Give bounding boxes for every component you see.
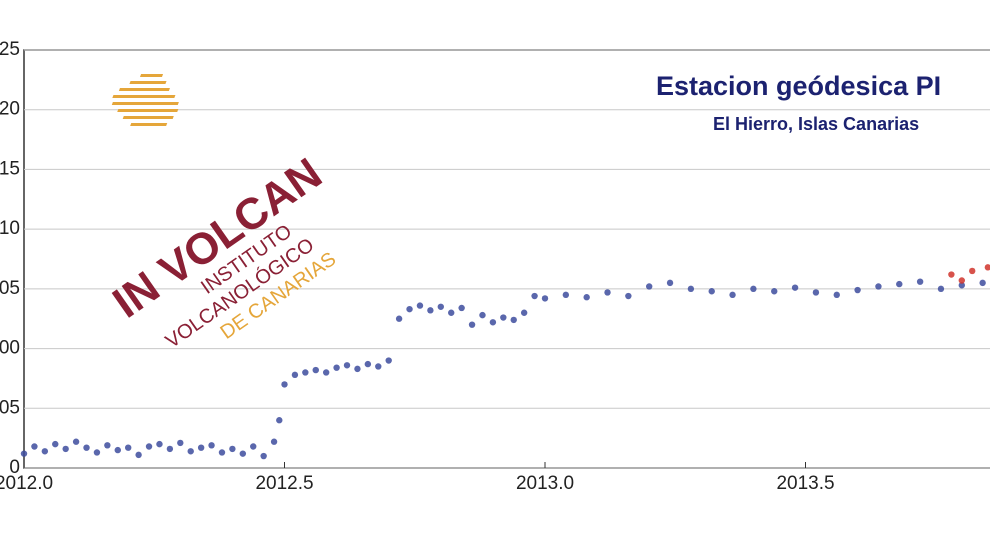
data-point: [541, 295, 549, 302]
data-point: [125, 444, 132, 451]
data-point: [437, 303, 444, 310]
data-point: [958, 277, 965, 284]
chart-title: Estacion geódesica PI: [656, 71, 941, 101]
data-point: [375, 363, 382, 370]
data-point: [666, 279, 674, 287]
y-tick-label: 00: [0, 338, 20, 359]
data-point: [93, 449, 101, 456]
data-point: [343, 362, 351, 369]
data-point: [427, 307, 434, 314]
data-point: [291, 371, 299, 379]
y-tick-label: 15: [0, 158, 20, 179]
data-point: [270, 438, 278, 445]
y-tick-label: 25: [0, 39, 20, 60]
data-point: [448, 309, 455, 316]
data-point: [854, 286, 861, 294]
data-point: [364, 360, 372, 368]
data-point: [500, 314, 507, 321]
data-point: [979, 279, 986, 287]
data-point: [896, 280, 903, 288]
data-point: [646, 283, 653, 290]
data-point: [687, 285, 695, 293]
data-point: [62, 445, 69, 453]
grid: [23, 49, 990, 469]
y-tick-label: 20: [0, 99, 20, 120]
data-point: [135, 451, 142, 459]
chart-subtitle: El Hierro, Islas Canarias: [713, 114, 919, 134]
data-point: [166, 445, 174, 453]
data-point: [791, 284, 799, 291]
data-point: [958, 282, 965, 289]
x-tick-label: 2013.0: [516, 473, 574, 494]
data-point: [281, 381, 288, 388]
data-point: [833, 291, 840, 299]
data-point: [83, 444, 90, 451]
data-point: [41, 448, 49, 455]
data-point: [562, 291, 570, 299]
data-point: [197, 444, 205, 451]
data-point: [333, 364, 340, 371]
data-point: [239, 450, 247, 457]
data-point: [218, 449, 226, 456]
data-point: [31, 443, 38, 450]
data-point: [604, 289, 611, 296]
data-point: [937, 285, 945, 293]
data-point: [771, 288, 778, 295]
data-point: [229, 445, 236, 453]
data-point: [250, 443, 257, 450]
data-point: [875, 283, 882, 290]
data-point: [812, 289, 820, 296]
data-point: [177, 439, 184, 447]
data-point: [104, 442, 111, 449]
data-point: [385, 357, 392, 364]
data-point: [322, 369, 330, 376]
y-tick-label: 05: [0, 397, 20, 418]
data-point: [187, 448, 194, 455]
data-point: [145, 443, 153, 450]
data-point: [416, 302, 424, 309]
y-tick-label: 0: [9, 457, 20, 478]
y-tick-label: 10: [0, 218, 20, 239]
data-point: [489, 319, 497, 326]
data-point: [52, 440, 59, 448]
data-point: [479, 311, 486, 319]
x-tick-label: 2013.5: [776, 473, 834, 494]
y-tick-label: 05: [0, 278, 20, 299]
data-point: [510, 316, 517, 324]
data-point: [276, 417, 283, 424]
data-point: [354, 365, 361, 373]
data-point: [984, 264, 990, 271]
data-point: [531, 292, 538, 300]
plot-frame: [23, 49, 990, 469]
logo-swoosh: [111, 74, 179, 126]
data-point: [406, 305, 413, 313]
data-point: [708, 288, 715, 295]
data-point: [468, 321, 476, 328]
data-point: [156, 440, 163, 448]
x-tick-label: 2012.0: [0, 473, 53, 494]
data-point: [312, 366, 319, 374]
x-tick-label: 2012.5: [255, 473, 313, 494]
data-point: [916, 278, 924, 285]
data-point: [948, 271, 955, 278]
data-point: [72, 438, 80, 445]
data-point: [302, 369, 309, 376]
data-point: [114, 446, 121, 454]
marks: [20, 264, 990, 460]
data-point: [395, 315, 403, 322]
data-point: [750, 285, 757, 293]
data-point: [458, 304, 465, 312]
data-point: [208, 442, 215, 449]
data-point: [969, 267, 976, 275]
data-point: [729, 291, 736, 299]
data-point: [20, 450, 28, 457]
data-point: [520, 309, 528, 316]
data-point: [260, 452, 267, 460]
data-point: [583, 294, 590, 301]
data-point: [625, 292, 632, 300]
